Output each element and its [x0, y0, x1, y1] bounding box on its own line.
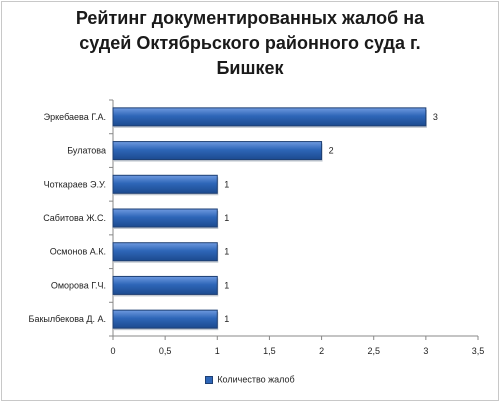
data-label: 1 — [224, 280, 229, 290]
bar — [112, 141, 323, 161]
bar — [112, 107, 427, 127]
y-category-label: Сабитова Ж.С. — [43, 213, 106, 223]
bar — [112, 242, 218, 262]
bar — [112, 208, 218, 228]
data-label: 1 — [224, 247, 229, 257]
data-label: 1 — [224, 179, 229, 189]
x-tick-label: 3 — [423, 346, 428, 356]
bar — [112, 275, 218, 295]
x-tick-label: 2 — [319, 346, 324, 356]
x-tick-label: 3,5 — [472, 346, 485, 356]
data-label: 1 — [224, 213, 229, 223]
chart-title: Рейтинг документированных жалоб на судей… — [75, 8, 425, 78]
y-category-label: Бакылбекова Д. А. — [29, 314, 106, 324]
data-label: 2 — [329, 146, 334, 156]
legend-label: Количество жалоб — [217, 374, 295, 385]
y-category-label: Чоткараев Э.У. — [44, 179, 106, 189]
y-category-label: Оморова Г.Ч. — [51, 280, 106, 290]
data-label: 3 — [433, 112, 438, 122]
bar — [112, 174, 218, 194]
y-category-label: Булатова — [67, 146, 106, 156]
x-tick-label: 0,5 — [159, 346, 172, 356]
bar — [112, 309, 218, 329]
y-category-label: Осмонов А.К. — [50, 247, 106, 257]
y-category-label: Эркебаева Г.А. — [44, 112, 106, 122]
x-tick-label: 1 — [215, 346, 220, 356]
x-tick-label: 2,5 — [367, 346, 380, 356]
x-tick-label: 1,5 — [263, 346, 276, 356]
chart-legend: Количество жалоб — [0, 374, 500, 385]
x-tick-label: 0 — [110, 346, 115, 356]
data-label: 1 — [224, 314, 229, 324]
legend-swatch — [205, 375, 214, 384]
